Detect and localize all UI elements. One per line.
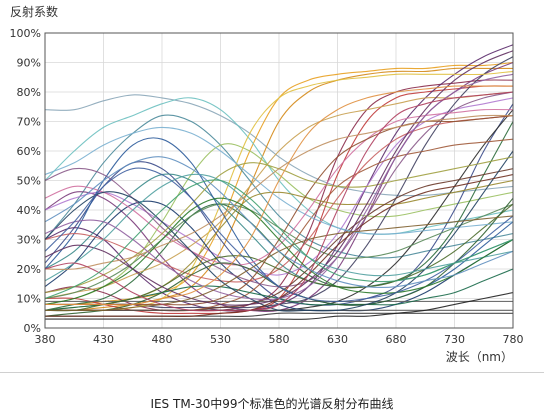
y-tick-label: 20% xyxy=(17,263,41,276)
y-tick-label: 90% xyxy=(17,57,41,70)
reflectance-curve-40 xyxy=(44,114,514,270)
reflectance-curves xyxy=(44,44,514,320)
reflectance-curve-48 xyxy=(44,91,514,312)
x-tick-label: 380 xyxy=(35,333,56,346)
reflectance-curve-6 xyxy=(44,143,514,305)
reflectance-curve-36 xyxy=(44,150,514,312)
y-tick-label: 0% xyxy=(24,322,41,335)
x-tick-labels: 380 430 480 530 580 630 680 730 780 xyxy=(35,333,524,346)
reflectance-curve-32 xyxy=(44,126,514,235)
reflectance-curve-43 xyxy=(44,73,514,301)
x-axis-label: 波长（nm） xyxy=(446,350,513,364)
reflectance-curve-42 xyxy=(44,197,514,305)
reflectance-curve-31 xyxy=(44,203,514,312)
y-tick-label: 30% xyxy=(17,234,41,247)
y-tick-labels: 0% 10% 20% 30% 40% 50% 60% 70% 80% 90% 100% xyxy=(10,27,41,335)
x-tick-label: 780 xyxy=(503,333,524,346)
y-tick-label: 50% xyxy=(17,175,41,188)
y-tick-label: 60% xyxy=(17,145,41,158)
reflectance-curve-49 xyxy=(44,156,514,288)
reflectance-curve-4 xyxy=(44,114,514,259)
reflectance-curve-50 xyxy=(44,179,514,300)
y-tick-label: 80% xyxy=(17,86,41,99)
spectral-reflectance-chart: 反射系数 波长（nm） 0% 10% 20% 30% 40% 50% 60% 70% 80% 90… xyxy=(10,4,524,364)
plot-frame xyxy=(44,32,514,329)
y-tick-label: 10% xyxy=(17,293,41,306)
caption-divider xyxy=(0,372,544,373)
figure-caption: IES TM-30中99个标准色的光谱反射分布曲线 xyxy=(150,397,394,411)
reflectance-curve-3 xyxy=(44,67,514,312)
reflectance-curve-16 xyxy=(44,91,514,300)
x-tick-label: 480 xyxy=(152,333,173,346)
x-tick-label: 630 xyxy=(327,333,348,346)
x-tick-label: 430 xyxy=(93,333,114,346)
y-tick-label: 70% xyxy=(17,116,41,129)
reflectance-curve-44 xyxy=(44,85,513,306)
y-tick-label: 40% xyxy=(17,204,41,217)
reflectance-curve-46 xyxy=(45,292,514,320)
y-axis-label: 反射系数 xyxy=(10,4,58,19)
reflectance-curve-45 xyxy=(44,167,514,302)
x-tick-label: 580 xyxy=(269,333,290,346)
x-tick-label: 530 xyxy=(210,333,231,346)
x-tick-label: 730 xyxy=(444,333,465,346)
y-tick-label: 100% xyxy=(10,27,41,40)
reflectance-curve-39 xyxy=(44,173,514,282)
reflectance-curve-33 xyxy=(44,108,514,266)
x-tick-label: 680 xyxy=(386,333,407,346)
reflectance-curve-1 xyxy=(44,94,514,197)
